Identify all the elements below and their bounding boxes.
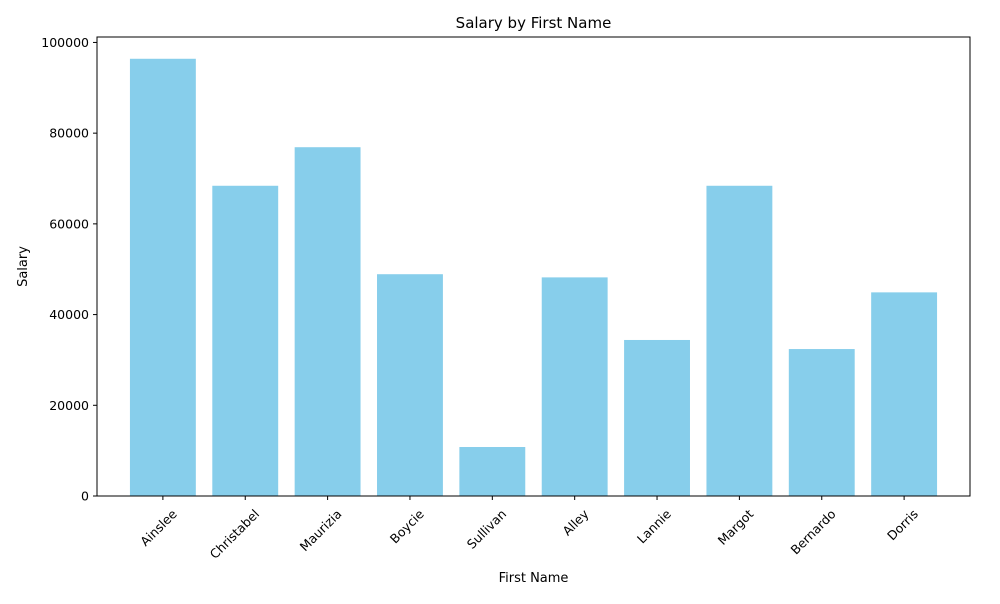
plot-frame <box>96 36 971 497</box>
y-axis: 0 20000 40000 60000 80000 100000 <box>41 35 97 504</box>
bar-lannie <box>624 339 690 496</box>
x-tick-label: Boycie <box>387 506 427 546</box>
x-tick-label: Margot <box>715 506 757 548</box>
x-tick-label: Maurizia <box>297 506 345 554</box>
y-axis-label: Salary <box>16 246 31 287</box>
x-tick-label: Dorris <box>884 506 921 543</box>
x-tick-label: Bernardo <box>788 506 839 557</box>
x-tick-label: Alley <box>559 506 592 539</box>
bars-group <box>129 58 938 497</box>
bar-ainslee <box>129 58 196 496</box>
x-tick-label: Lannie <box>634 506 674 546</box>
bar-margot <box>706 185 773 497</box>
y-tick-label: 20000 <box>49 398 89 413</box>
x-axis: Ainslee Christabel Maurizia Boycie Sullivan A… <box>137 496 921 562</box>
bar-alley <box>541 277 608 496</box>
x-axis-label: First Name <box>499 571 569 586</box>
x-tick-label: Christabel <box>207 506 262 561</box>
chart-title: Salary by First Name <box>456 14 612 32</box>
y-tick-label: 40000 <box>49 307 89 322</box>
y-tick-label: 80000 <box>49 126 89 141</box>
y-tick-label: 0 <box>81 489 89 504</box>
x-tick-label: Sullivan <box>464 506 509 551</box>
y-tick-label: 60000 <box>49 216 89 231</box>
bar-boycie <box>377 274 443 496</box>
bar-sullivan <box>459 447 526 496</box>
bar-christabel <box>212 185 279 497</box>
bar-maurizia <box>294 147 361 497</box>
x-tick-label: Ainslee <box>137 506 180 549</box>
y-tick-label: 100000 <box>41 35 89 50</box>
bar-bernardo <box>788 349 855 496</box>
bar-dorris <box>871 292 938 496</box>
